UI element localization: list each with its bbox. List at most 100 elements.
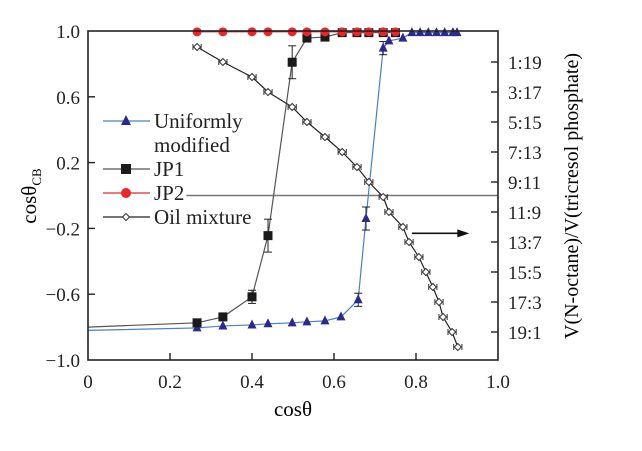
legend-label: Uniformly bbox=[154, 109, 243, 133]
y-axis-label-sub: CB bbox=[29, 168, 44, 186]
x-tick-label: 0 bbox=[83, 372, 93, 393]
series-oil-mixture bbox=[192, 42, 463, 352]
triangle-marker bbox=[287, 317, 297, 327]
circle-marker bbox=[192, 27, 202, 37]
series-jp2 bbox=[192, 27, 400, 37]
y-tick-label: −0.2 bbox=[46, 219, 80, 240]
circle-marker bbox=[378, 27, 388, 37]
diamond-marker bbox=[121, 212, 131, 222]
diamond-marker bbox=[352, 162, 362, 172]
diamond-marker bbox=[247, 72, 257, 82]
diamond-marker bbox=[447, 327, 457, 337]
diamond-marker bbox=[404, 237, 414, 247]
circle-marker bbox=[218, 27, 228, 37]
plot-area bbox=[87, 27, 498, 352]
triangle-marker bbox=[320, 315, 330, 325]
right-tick-label: 17:3 bbox=[508, 293, 542, 314]
diamond-marker bbox=[287, 102, 297, 112]
right-tick-label: 3:17 bbox=[508, 83, 542, 104]
diamond-marker bbox=[320, 132, 330, 142]
square-marker bbox=[320, 32, 330, 42]
diamond-marker bbox=[378, 192, 388, 202]
circle-marker bbox=[352, 27, 362, 37]
diamond-marker bbox=[438, 312, 448, 322]
legend-label: JP1 bbox=[154, 157, 184, 181]
legend-label: JP2 bbox=[154, 181, 184, 205]
square-marker bbox=[263, 231, 273, 241]
diamond-marker bbox=[384, 207, 394, 217]
right-tick-label: 19:1 bbox=[508, 323, 542, 344]
diamond-marker bbox=[453, 342, 463, 352]
legend-label: Oil mixture bbox=[154, 205, 251, 229]
x-axis-label: cosθ bbox=[274, 397, 312, 421]
right-tick-label: 11:9 bbox=[508, 203, 541, 224]
diamond-marker bbox=[364, 177, 374, 187]
square-marker bbox=[121, 164, 131, 174]
x-tick-label: 1.0 bbox=[486, 372, 510, 393]
x-tick-label: 0.2 bbox=[158, 372, 182, 393]
square-marker bbox=[302, 33, 312, 43]
right-tick-label: 7:13 bbox=[508, 143, 542, 164]
right-tick-label: 1:19 bbox=[508, 53, 542, 74]
diamond-marker bbox=[192, 42, 202, 52]
triangle-marker bbox=[353, 294, 363, 304]
triangle-marker bbox=[247, 319, 257, 329]
triangle-marker bbox=[361, 213, 371, 223]
series-line bbox=[87, 32, 396, 328]
x-tick-label: 0.4 bbox=[240, 372, 264, 393]
axes: 0 0.2 0.4 0.6 0.8 1.0 1.0 0.6 0.2 −0.2 −0.6 −1.0 1:1… bbox=[46, 22, 542, 393]
diamond-marker bbox=[421, 267, 431, 277]
x-tick-label: 0.6 bbox=[322, 372, 346, 393]
y-tick-label: −0.6 bbox=[46, 285, 80, 306]
circle-marker bbox=[247, 27, 257, 37]
circle-marker bbox=[287, 27, 297, 37]
triangle-marker bbox=[336, 311, 346, 321]
diamond-marker bbox=[414, 252, 424, 262]
square-marker bbox=[287, 57, 297, 67]
x-tick-label: 0.8 bbox=[404, 372, 428, 393]
diamond-marker bbox=[302, 117, 312, 127]
right-tick-label: 15:5 bbox=[508, 263, 542, 284]
triangle-marker bbox=[398, 32, 408, 42]
circle-marker bbox=[263, 27, 273, 37]
diamond-marker bbox=[434, 297, 444, 307]
triangle-marker bbox=[384, 35, 394, 45]
y-tick-label: 0.6 bbox=[56, 88, 80, 109]
circle-marker bbox=[391, 27, 400, 37]
y-axis-label: cosθCB bbox=[17, 168, 44, 224]
diamond-marker bbox=[218, 57, 228, 67]
square-marker bbox=[192, 318, 202, 328]
y-tick-label: 1.0 bbox=[56, 22, 80, 43]
arrow-head bbox=[457, 229, 470, 238]
legend-label: modified bbox=[154, 133, 230, 157]
plot-frame bbox=[87, 30, 499, 361]
circle-marker bbox=[364, 27, 374, 37]
series-line bbox=[87, 32, 457, 331]
diamond-marker bbox=[263, 87, 273, 97]
circle-marker bbox=[320, 27, 330, 37]
square-marker bbox=[247, 292, 257, 302]
circle-marker bbox=[302, 27, 312, 37]
y-axis-label-main: cosθ bbox=[17, 186, 41, 224]
y-tick-label: −1.0 bbox=[46, 351, 80, 372]
series-line bbox=[196, 46, 459, 348]
right-tick-label: 13:7 bbox=[508, 233, 542, 254]
triangle-marker bbox=[263, 318, 273, 328]
series-uniformly-modified bbox=[87, 27, 462, 332]
circle-marker bbox=[337, 27, 347, 37]
right-tick-label: 9:11 bbox=[508, 173, 541, 194]
triangle-marker bbox=[218, 320, 228, 330]
triangle-marker bbox=[378, 42, 388, 52]
diamond-marker bbox=[337, 147, 347, 157]
right-tick-label: 5:15 bbox=[508, 113, 542, 134]
right-axis-label: V(N-octane)/V(tricresol phosphate) bbox=[561, 53, 583, 339]
y-tick-label: 0.2 bbox=[56, 154, 80, 175]
triangle-marker bbox=[302, 316, 312, 326]
diamond-marker bbox=[428, 282, 438, 292]
square-marker bbox=[218, 312, 228, 322]
triangle-marker bbox=[121, 115, 131, 125]
diamond-marker bbox=[398, 222, 408, 232]
circle-marker bbox=[121, 188, 131, 198]
